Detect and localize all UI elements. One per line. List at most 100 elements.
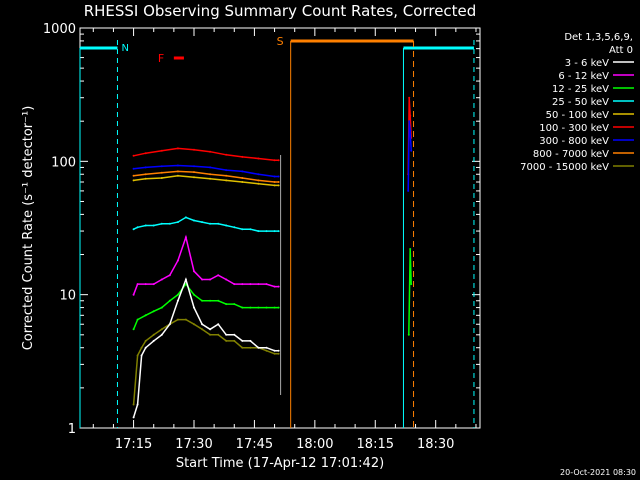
data-point xyxy=(273,159,276,162)
data-point xyxy=(132,179,135,182)
x-tick-label: 18:30 xyxy=(417,437,454,452)
data-point xyxy=(136,283,139,286)
data-point xyxy=(225,169,228,172)
y-axis-label: Corrected Count Rate (s⁻¹ detector⁻¹) xyxy=(21,106,36,351)
data-point xyxy=(233,333,236,336)
data-point xyxy=(407,189,410,192)
data-point xyxy=(257,173,260,176)
data-point xyxy=(225,333,228,336)
data-point xyxy=(217,222,220,225)
x-axis: 17:15 17:30 17:45 18:00 18:15 18:30 xyxy=(92,28,477,452)
series-line xyxy=(132,318,279,405)
data-point xyxy=(265,283,268,286)
data-point xyxy=(409,248,412,250)
data-point xyxy=(193,148,195,151)
flare-flag-label: F xyxy=(158,52,164,65)
saa-flag-label: S xyxy=(277,35,284,48)
data-point xyxy=(160,278,163,281)
data-point xyxy=(193,171,195,174)
data-point xyxy=(136,318,139,321)
data-point xyxy=(257,346,260,349)
chart-title: RHESSI Observing Summary Count Rates, Co… xyxy=(84,2,477,20)
data-point xyxy=(176,174,179,177)
data-point xyxy=(160,177,163,179)
data-point xyxy=(160,149,163,152)
data-point xyxy=(225,153,228,156)
data-point xyxy=(184,318,187,321)
data-point xyxy=(408,120,411,123)
data-point xyxy=(257,157,260,160)
data-point xyxy=(241,177,244,179)
data-point xyxy=(249,346,252,349)
legend-label: 3 - 6 keV xyxy=(565,58,609,69)
data-point xyxy=(277,352,280,355)
y-tick-label: 10 xyxy=(59,289,76,304)
data-point xyxy=(132,154,135,157)
x-tick-label: 18:00 xyxy=(296,437,333,452)
data-point xyxy=(152,339,155,342)
data-point xyxy=(132,174,135,177)
y-tick-label: 1000 xyxy=(43,22,76,37)
data-point xyxy=(152,310,155,313)
data-point xyxy=(201,278,204,281)
data-point xyxy=(273,175,276,178)
data-point xyxy=(184,278,187,281)
data-point xyxy=(193,176,195,179)
data-point xyxy=(277,181,280,183)
data-point xyxy=(241,228,244,231)
data-point xyxy=(225,224,228,227)
data-point xyxy=(409,129,412,132)
data-point xyxy=(176,318,179,321)
legend-header: Att 0 xyxy=(609,45,633,56)
x-tick-label: 17:45 xyxy=(236,437,273,452)
data-point xyxy=(193,219,195,222)
data-point xyxy=(209,222,212,225)
legend-label: 100 - 300 keV xyxy=(539,123,609,134)
data-point xyxy=(193,165,195,168)
data-point xyxy=(233,226,236,229)
data-point xyxy=(241,181,244,183)
data-point xyxy=(140,346,143,349)
data-point xyxy=(160,328,163,331)
data-point xyxy=(233,303,236,306)
data-point xyxy=(193,323,195,326)
data-point xyxy=(217,333,220,336)
night-flag-label: N xyxy=(121,43,128,54)
legend-label: 12 - 25 keV xyxy=(552,84,609,95)
data-point xyxy=(209,299,212,302)
data-point xyxy=(277,159,280,162)
data-point xyxy=(225,303,228,306)
data-point xyxy=(265,346,268,349)
data-point xyxy=(217,299,220,302)
data-point xyxy=(209,166,212,169)
burst-line xyxy=(407,121,412,191)
series-line xyxy=(133,147,279,161)
data-point xyxy=(176,221,179,224)
data-point xyxy=(144,177,147,180)
series-line xyxy=(133,216,279,232)
series-lines xyxy=(132,96,413,419)
data-point xyxy=(225,339,228,342)
data-point xyxy=(144,346,147,349)
data-point xyxy=(176,164,179,167)
legend-label: 800 - 7000 keV xyxy=(533,149,609,160)
y-tick-label: 1 xyxy=(68,422,76,437)
data-point xyxy=(168,274,171,277)
data-point xyxy=(225,278,228,281)
burst-line xyxy=(408,248,412,335)
data-point xyxy=(168,222,171,225)
data-point xyxy=(176,170,179,173)
series-line xyxy=(133,164,279,178)
data-point xyxy=(277,349,280,352)
data-point xyxy=(225,179,228,182)
data-point xyxy=(273,306,276,309)
data-point xyxy=(168,323,171,326)
x-axis-label: Start Time (17-Apr-12 17:01:42) xyxy=(176,456,384,471)
data-point xyxy=(241,170,244,173)
data-point xyxy=(132,403,135,406)
data-point xyxy=(407,333,410,336)
data-point xyxy=(409,114,412,117)
data-point xyxy=(217,323,220,326)
data-point xyxy=(257,306,260,309)
data-point xyxy=(241,339,244,342)
